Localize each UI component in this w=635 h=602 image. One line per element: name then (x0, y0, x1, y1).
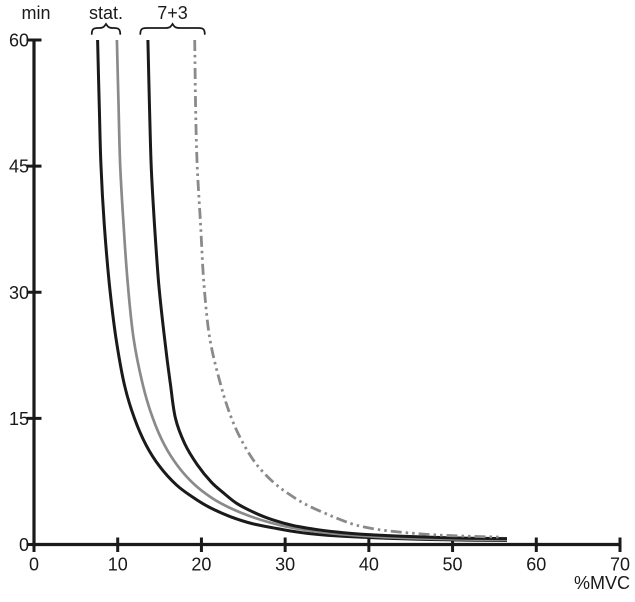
curve-group-label-0: stat. (89, 3, 123, 23)
curve-seven-plus-three-gray-dashdot (193, 39, 503, 539)
curve-group-brace-1 (139, 22, 206, 35)
x-tick-label: 60 (526, 555, 546, 575)
x-tick-label: 50 (443, 555, 463, 575)
y-tick-label: 45 (9, 157, 29, 177)
curve-group-brace-0 (90, 22, 122, 35)
y-tick-label: 60 (9, 31, 29, 51)
x-tick-label: 10 (108, 555, 128, 575)
plot-generated-layer: 0 10 20 30 40 50 60 70 0 15 30 45 60 stat. 7+3 (9, 3, 630, 575)
x-tick-label: 30 (275, 555, 295, 575)
curve-static-gray (115, 39, 508, 542)
y-tick-label: 0 (19, 535, 29, 555)
x-tick-label: 0 (29, 555, 39, 575)
y-tick-label: 15 (9, 409, 29, 429)
x-tick-label: 20 (191, 555, 211, 575)
curve-group-label-1: 7+3 (157, 3, 188, 23)
y-tick-label: 30 (9, 283, 29, 303)
x-tick-label: 40 (359, 555, 379, 575)
y-axis-unit-label: min (21, 3, 50, 23)
curve-seven-plus-three-black (146, 39, 508, 541)
x-tick-label: 70 (610, 555, 630, 575)
x-axis-unit-label: %MVC (574, 573, 630, 593)
